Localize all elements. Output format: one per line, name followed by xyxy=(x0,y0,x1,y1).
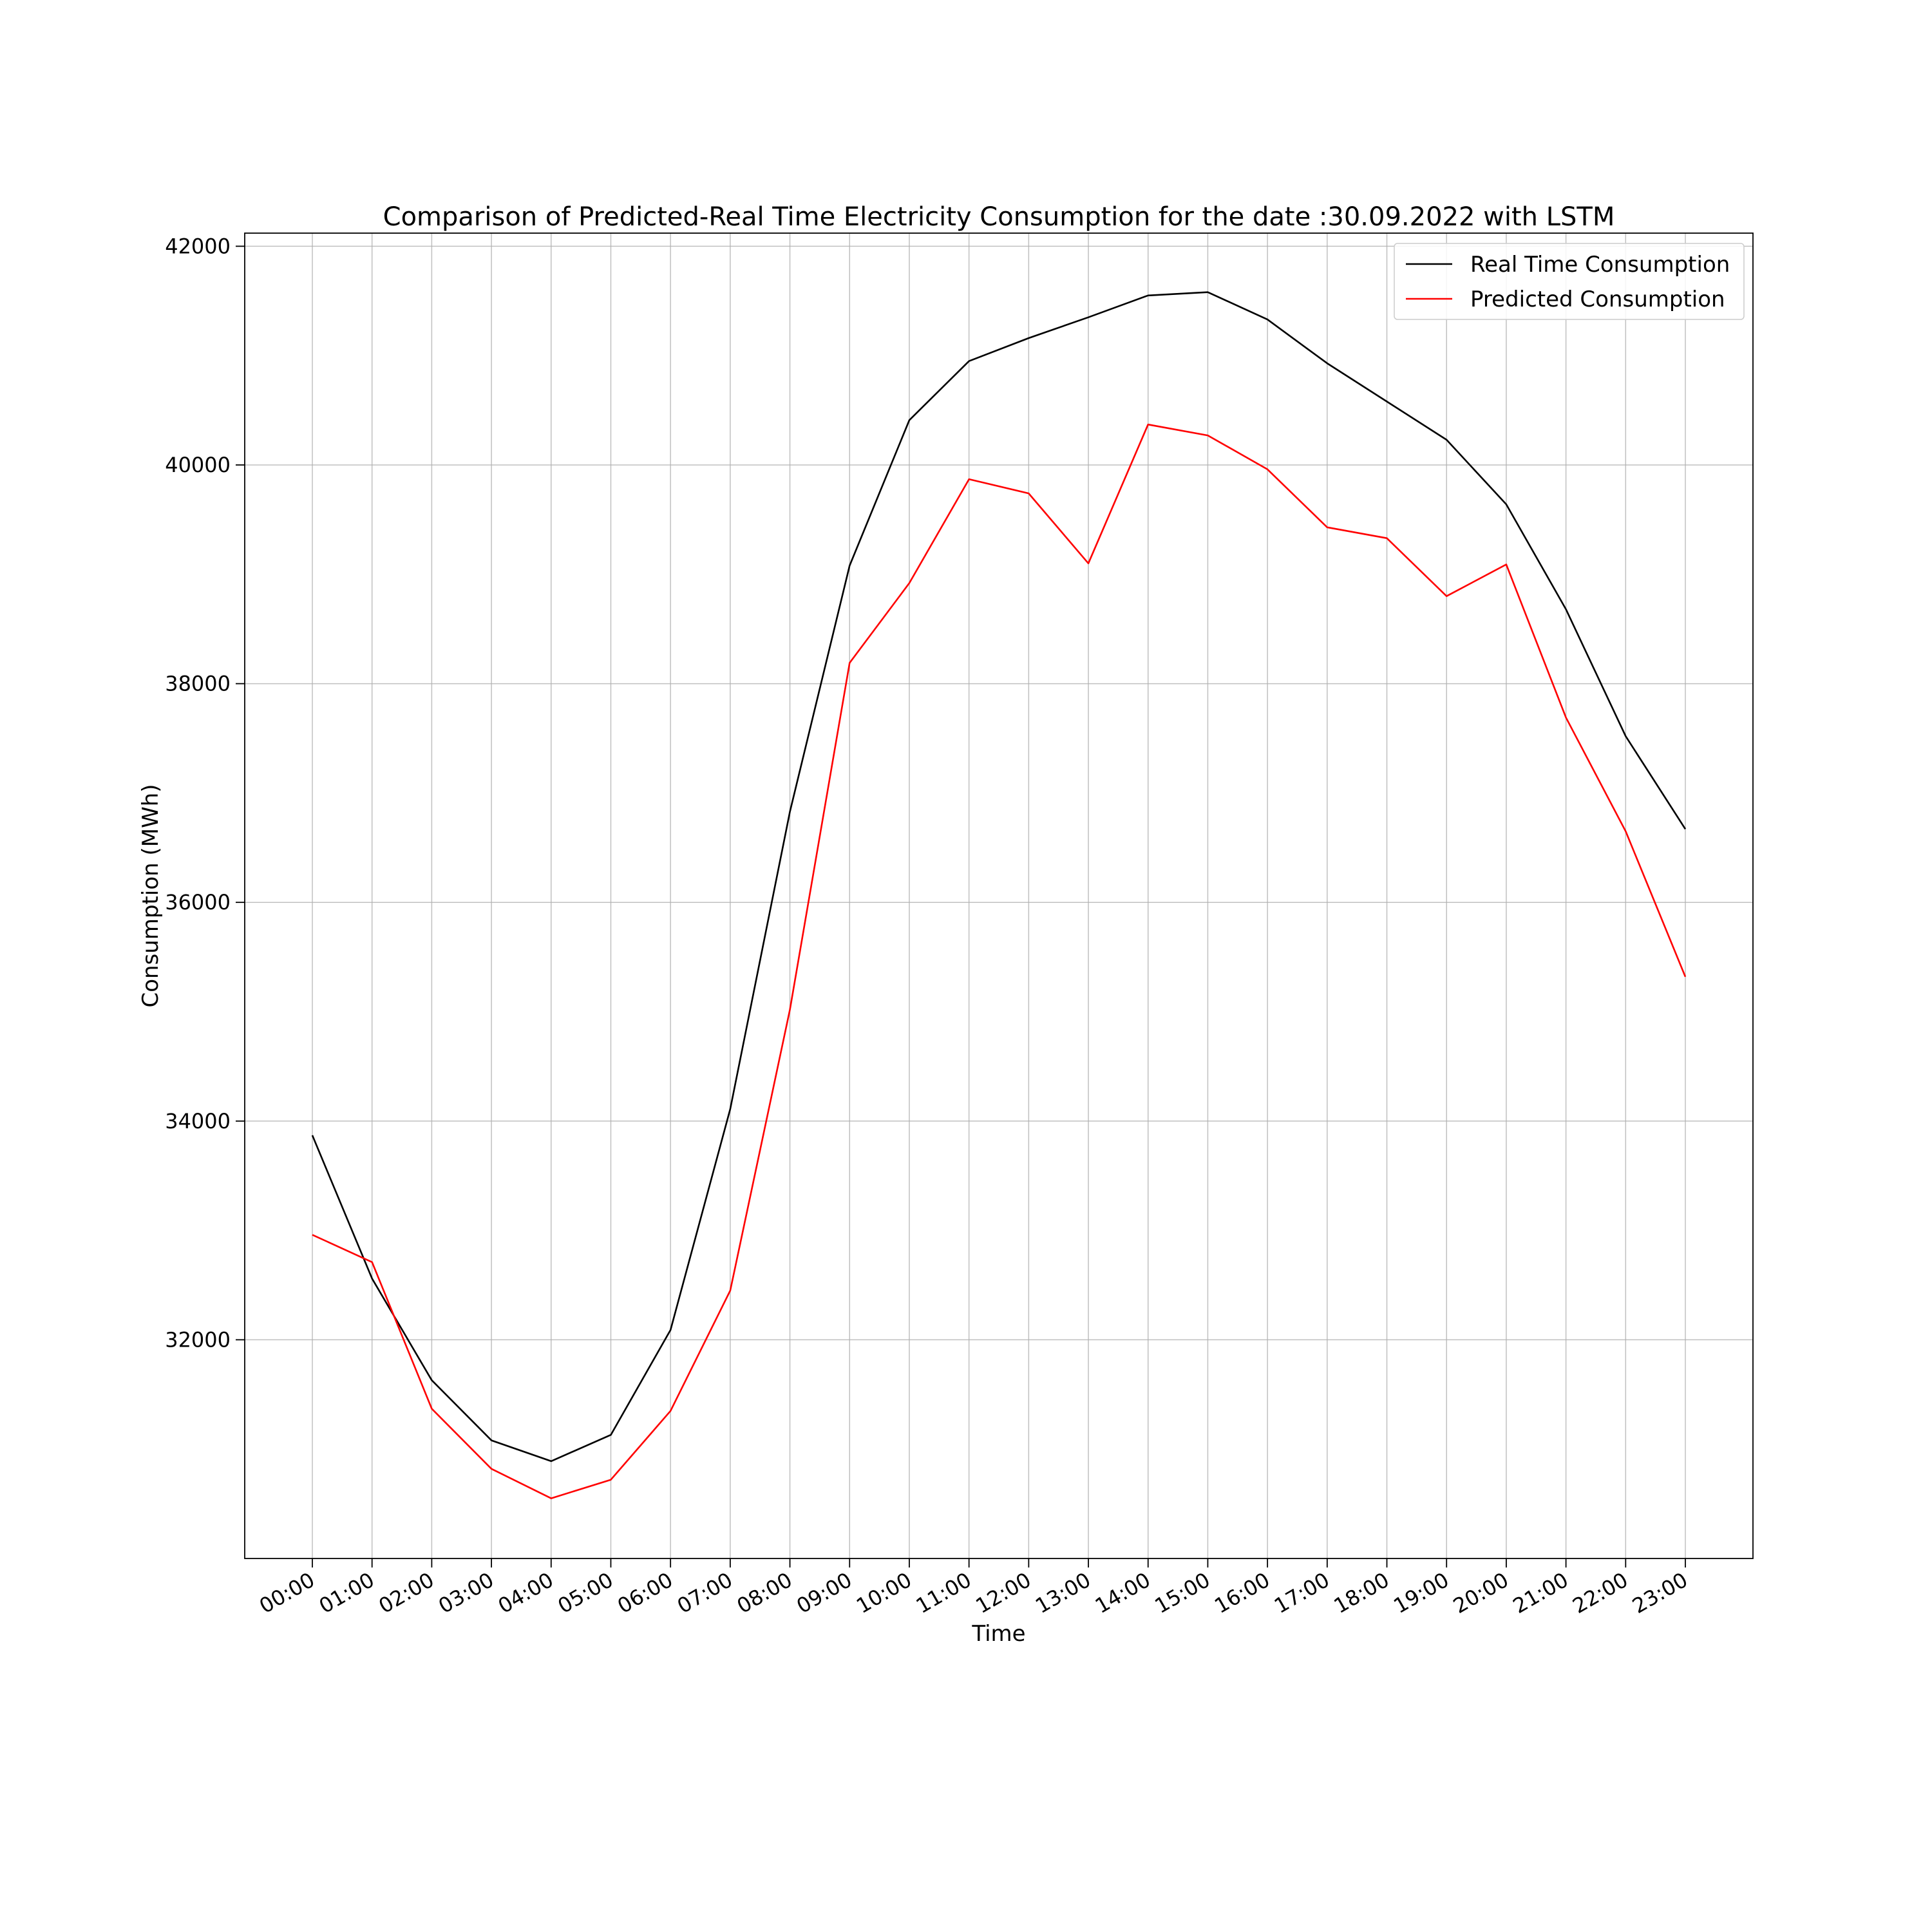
x-tick-label: 13:00 xyxy=(1031,1567,1095,1618)
x-tick-label: 19:00 xyxy=(1389,1567,1453,1618)
x-tick-label: 02:00 xyxy=(375,1567,439,1618)
x-tick-label: 10:00 xyxy=(852,1567,916,1618)
x-tick-label: 21:00 xyxy=(1509,1567,1573,1618)
series-lines xyxy=(311,291,1687,1499)
x-tick-label: 17:00 xyxy=(1270,1567,1334,1618)
x-axis-label: Time xyxy=(971,1621,1025,1647)
series-line-real-time xyxy=(311,291,1687,1463)
x-tick-label: 06:00 xyxy=(613,1567,677,1618)
x-tick-label: 01:00 xyxy=(315,1567,379,1618)
x-tick-label: 23:00 xyxy=(1628,1567,1692,1618)
y-axis-ticks: 32000 34000 36000 38000 40000 42000 xyxy=(165,234,245,1352)
x-tick-label: 05:00 xyxy=(554,1567,618,1618)
x-tick-label: 00:00 xyxy=(255,1567,319,1618)
y-tick-label: 32000 xyxy=(165,1327,231,1352)
x-tick-label: 09:00 xyxy=(792,1567,856,1618)
x-tick-label: 20:00 xyxy=(1449,1567,1513,1618)
legend-label-real-time: Real Time Consumption xyxy=(1470,252,1730,278)
x-tick-label: 22:00 xyxy=(1568,1567,1632,1618)
x-tick-label: 16:00 xyxy=(1210,1567,1274,1618)
plot-area-frame xyxy=(244,232,1754,1559)
x-tick-label: 03:00 xyxy=(434,1567,498,1618)
y-tick-label: 42000 xyxy=(165,234,231,258)
x-tick-label: 14:00 xyxy=(1091,1567,1155,1618)
x-tick-label: 07:00 xyxy=(673,1567,737,1618)
x-axis-ticks: 00:0001:0002:0003:0004:0005:0006:0007:00… xyxy=(255,1558,1692,1618)
x-tick-label: 04:00 xyxy=(494,1567,558,1618)
legend-label-predicted: Predicted Consumption xyxy=(1470,287,1725,312)
x-tick-label: 12:00 xyxy=(971,1567,1035,1618)
grid xyxy=(245,233,1753,1558)
x-tick-label: 15:00 xyxy=(1151,1567,1215,1618)
x-tick-label: 18:00 xyxy=(1330,1567,1394,1618)
legend: Real Time Consumption Predicted Consumpt… xyxy=(1394,243,1745,320)
series-line-predicted xyxy=(312,423,1687,1499)
y-tick-label: 38000 xyxy=(165,672,231,696)
chart-title: Comparison of Predicted-Real Time Electr… xyxy=(383,202,1615,232)
y-tick-label: 34000 xyxy=(165,1109,231,1133)
x-tick-label: 08:00 xyxy=(733,1567,797,1618)
legend-box xyxy=(1394,243,1745,320)
x-tick-label: 11:00 xyxy=(912,1567,976,1618)
y-axis-label: Consumption (MWh) xyxy=(138,784,164,1007)
y-tick-label: 36000 xyxy=(165,890,231,914)
y-tick-label: 40000 xyxy=(165,453,231,477)
